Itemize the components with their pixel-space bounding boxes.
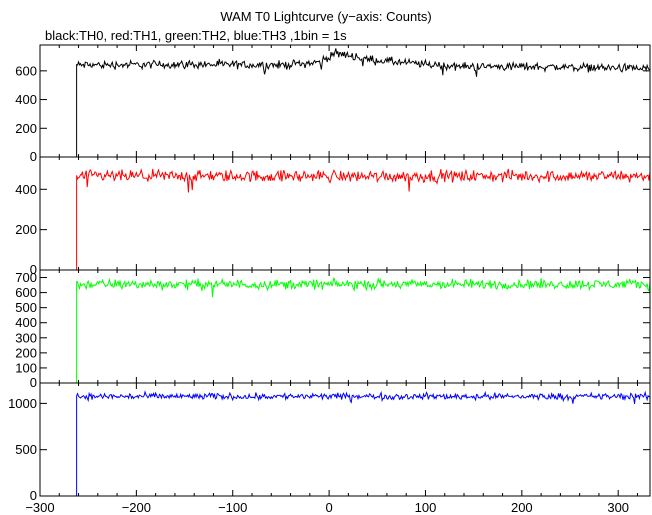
y-tick-label: 400 (15, 315, 37, 330)
series-line-th0 (40, 48, 651, 158)
y-tick-label: 600 (15, 285, 37, 300)
x-tick-label: 100 (415, 500, 437, 515)
x-tick-label: 0 (325, 500, 332, 515)
y-tick-label: 200 (15, 222, 37, 237)
y-tick-label: 300 (15, 330, 37, 345)
y-tick-label: 0 (30, 262, 37, 277)
y-tick-label: 500 (15, 300, 37, 315)
x-tick-label: 200 (511, 500, 533, 515)
y-tick-label: 200 (15, 345, 37, 360)
y-tick-label: 600 (15, 63, 37, 78)
series-line-th3 (40, 390, 651, 497)
y-tick-label: 400 (15, 92, 37, 107)
y-tick-label: 500 (15, 442, 37, 457)
series-line-th1 (40, 168, 651, 271)
x-tick-label: −300 (25, 500, 54, 515)
x-tick-label: −100 (218, 500, 247, 515)
y-tick-label: 0 (30, 488, 37, 503)
chart-subtitle: black:TH0, red:TH1, green:TH2, blue:TH3 … (45, 28, 347, 43)
panel-frame-th3 (39, 382, 651, 497)
y-tick-label: 400 (15, 182, 37, 197)
y-tick-label: 100 (15, 360, 37, 375)
x-tick-label: 300 (607, 500, 629, 515)
y-tick-label: 1000 (8, 396, 37, 411)
y-tick-label: 0 (30, 375, 37, 390)
y-tick-label: 0 (30, 149, 37, 164)
y-tick-label: 700 (15, 270, 37, 285)
y-tick-label: 200 (15, 121, 37, 136)
x-tick-label: −200 (122, 500, 151, 515)
series-line-th2 (40, 276, 651, 384)
chart-title: WAM T0 Lightcurve (y−axis: Counts) (220, 9, 432, 24)
panel-frame-th2 (39, 269, 651, 384)
